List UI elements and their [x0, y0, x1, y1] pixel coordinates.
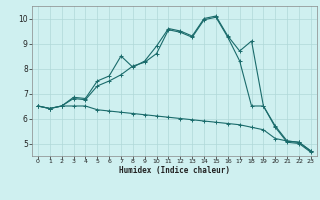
X-axis label: Humidex (Indice chaleur): Humidex (Indice chaleur)	[119, 166, 230, 175]
